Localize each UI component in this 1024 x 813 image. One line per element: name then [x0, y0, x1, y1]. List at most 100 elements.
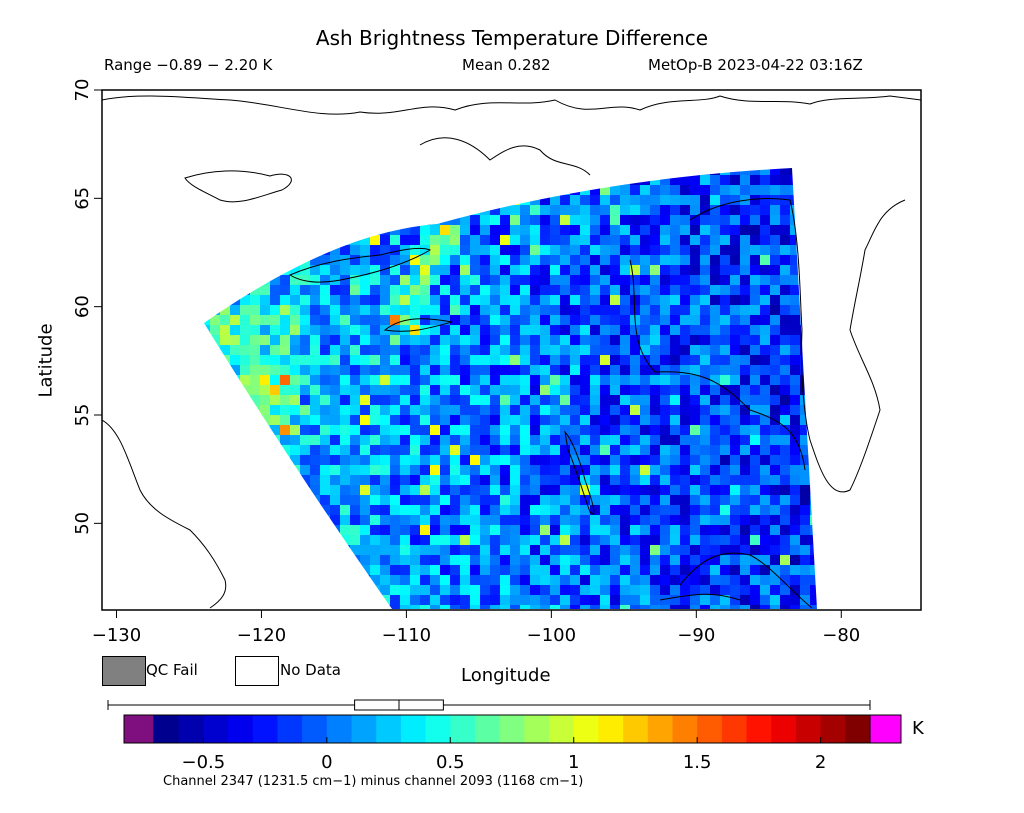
- swath-pixel: [670, 375, 680, 385]
- swath-pixel: [780, 375, 790, 385]
- swath-pixel: [680, 495, 690, 505]
- swath-pixel: [710, 305, 720, 315]
- swath-pixel: [590, 375, 600, 385]
- swath-pixel: [700, 515, 710, 525]
- swath-pixel: [450, 175, 460, 185]
- swath-pixel: [630, 405, 640, 415]
- swath-pixel: [400, 345, 410, 355]
- swath-pixel: [210, 495, 220, 505]
- swath-pixel: [210, 565, 220, 575]
- swath-pixel: [300, 395, 310, 405]
- swath-pixel: [670, 305, 680, 315]
- swath-pixel: [540, 555, 550, 565]
- swath-pixel: [280, 385, 290, 395]
- swath-pixel: [240, 175, 250, 185]
- swath-pixel: [730, 475, 740, 485]
- swath-pixel: [460, 175, 470, 185]
- swath-pixel: [570, 465, 580, 475]
- swath-pixel: [740, 545, 750, 555]
- swath-pixel: [510, 385, 520, 395]
- swath-pixel: [680, 305, 690, 315]
- swath-pixel: [550, 175, 560, 185]
- swath-pixel: [740, 185, 750, 195]
- swath-pixel: [720, 295, 730, 305]
- swath-pixel: [420, 305, 430, 315]
- swath-pixel: [790, 365, 800, 375]
- swath-pixel: [410, 535, 420, 545]
- swath-pixel: [500, 525, 510, 535]
- swath-pixel: [230, 285, 240, 295]
- swath-pixel: [560, 405, 570, 415]
- swath-pixel: [320, 585, 330, 595]
- swath-pixel: [780, 425, 790, 435]
- swath-pixel: [350, 565, 360, 575]
- swath-pixel: [740, 425, 750, 435]
- swath-pixel: [340, 545, 350, 555]
- swath-pixel: [520, 385, 530, 395]
- swath-pixel: [430, 305, 440, 315]
- swath-pixel: [410, 555, 420, 565]
- swath-pixel: [750, 315, 760, 325]
- swath-pixel: [430, 415, 440, 425]
- swath-pixel: [270, 175, 280, 185]
- swath-pixel: [750, 255, 760, 265]
- swath-pixel: [620, 465, 630, 475]
- swath-pixel: [660, 265, 670, 275]
- swath-pixel: [360, 445, 370, 455]
- swath-pixel: [490, 255, 500, 265]
- swath-pixel: [810, 355, 817, 365]
- swath-pixel: [270, 375, 280, 385]
- swath-pixel: [470, 325, 480, 335]
- swath-pixel: [290, 225, 300, 235]
- swath-pixel: [204, 215, 210, 225]
- swath-pixel: [730, 605, 740, 609]
- swath-pixel: [270, 245, 280, 255]
- swath-pixel: [440, 168, 450, 175]
- swath-pixel: [680, 275, 690, 285]
- swath-pixel: [220, 505, 230, 515]
- swath-pixel: [420, 175, 430, 185]
- swath-pixel: [460, 205, 470, 215]
- swath-pixel: [500, 515, 510, 525]
- swath-pixel: [650, 365, 660, 375]
- swath-pixel: [490, 465, 500, 475]
- swath-pixel: [540, 595, 550, 605]
- swath-pixel: [750, 425, 760, 435]
- swath-pixel: [540, 425, 550, 435]
- swath-pixel: [310, 295, 320, 305]
- swath-pixel: [260, 515, 270, 525]
- swath-pixel: [360, 525, 370, 535]
- swath-pixel: [310, 595, 320, 605]
- swath-pixel: [650, 265, 660, 275]
- swath-pixel: [250, 395, 260, 405]
- swath-pixel: [550, 285, 560, 295]
- swath-pixel: [560, 435, 570, 445]
- swath-pixel: [410, 405, 420, 415]
- swath-pixel: [220, 275, 230, 285]
- swath-pixel: [650, 385, 660, 395]
- swath-pixel: [320, 345, 330, 355]
- swath-pixel: [420, 505, 430, 515]
- swath-pixel: [240, 435, 250, 445]
- swath-pixel: [410, 515, 420, 525]
- swath-pixel: [450, 215, 460, 225]
- swath-pixel: [810, 345, 817, 355]
- swath-pixel: [600, 515, 610, 525]
- swath-pixel: [650, 235, 660, 245]
- swath-pixel: [610, 475, 620, 485]
- swath-pixel: [620, 168, 630, 175]
- swath-pixel: [570, 215, 580, 225]
- swath-pixel: [610, 395, 620, 405]
- swath-pixel: [750, 405, 760, 415]
- swath-pixel: [380, 435, 390, 445]
- swath-pixel: [800, 385, 810, 395]
- swath-pixel: [380, 505, 390, 515]
- swath-pixel: [750, 545, 760, 555]
- swath-pixel: [700, 185, 710, 195]
- swath-pixel: [350, 435, 360, 445]
- swath-pixel: [630, 555, 640, 565]
- swath-pixel: [450, 415, 460, 425]
- swath-pixel: [320, 175, 330, 185]
- swath-pixel: [560, 395, 570, 405]
- swath-pixel: [660, 245, 670, 255]
